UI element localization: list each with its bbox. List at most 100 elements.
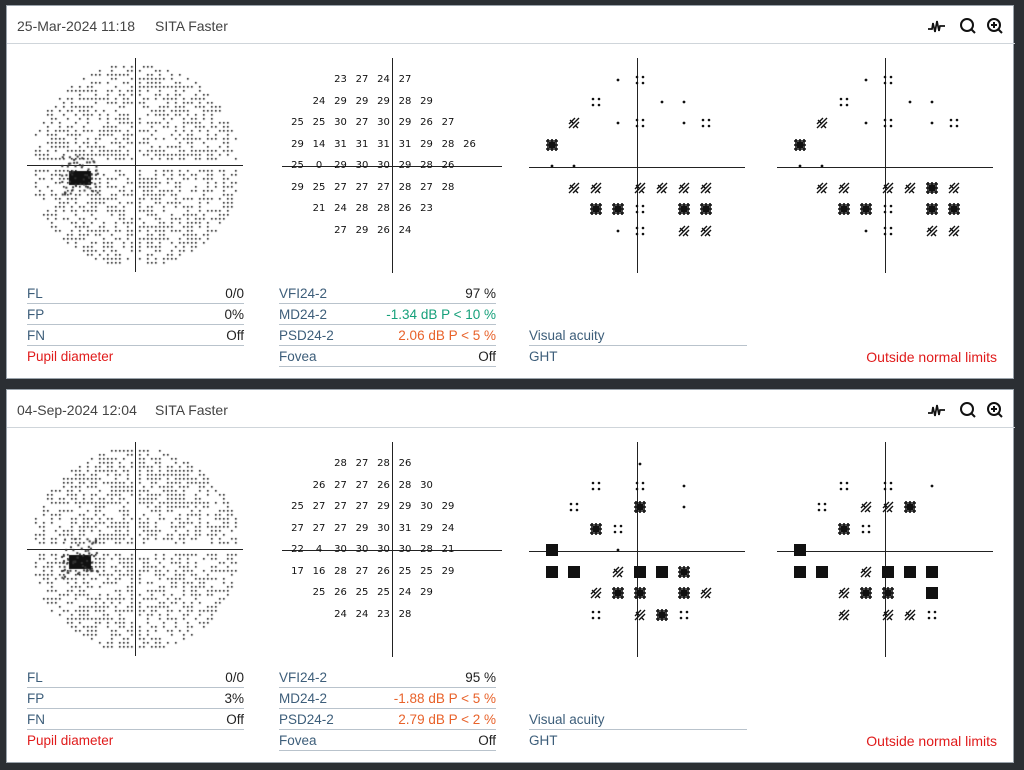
probability-symbol (677, 202, 691, 216)
pupil-row: Pupil diameter (27, 347, 244, 367)
probability-symbol (837, 181, 851, 195)
probability-symbol (633, 608, 647, 622)
threshold-value: 24 (398, 587, 412, 598)
probability-symbol (677, 608, 691, 622)
probability-symbol (567, 500, 581, 514)
horizontal-axis (529, 551, 745, 552)
threshold-value: 29 (291, 181, 304, 193)
threshold-value: 27 (398, 74, 412, 85)
probability-symbol (633, 479, 647, 493)
probability-symbol (677, 586, 691, 600)
vfi-row: VFI24-2 95 % (279, 668, 496, 688)
threshold-value: 23 (420, 203, 433, 214)
probability-symbol (677, 565, 691, 579)
threshold-value: 22 (291, 544, 304, 555)
wave-icon[interactable] (927, 400, 947, 420)
zoom-in-icon[interactable] (985, 400, 1005, 420)
probability-symbol (925, 608, 939, 622)
probability-symbol (815, 159, 829, 173)
grayscale-dots (27, 442, 243, 656)
zoom-in-icon[interactable] (985, 16, 1005, 36)
probability-symbol (859, 116, 873, 130)
fl-row: FL 0/0 (27, 668, 244, 688)
threshold-value: 29 (398, 160, 412, 171)
threshold-value: 31 (355, 138, 369, 150)
probability-symbol (947, 181, 961, 195)
probability-symbol (655, 565, 669, 579)
va-row: Visual acuity (529, 710, 747, 730)
threshold-value: 30 (377, 544, 390, 555)
md-label: MD24-2 (279, 691, 328, 706)
search-icon[interactable] (958, 400, 978, 420)
probability-symbol (677, 224, 691, 238)
threshold-value: 28 (441, 138, 455, 150)
threshold-value: 26 (441, 160, 455, 171)
test-strategy: SITA Faster (155, 402, 228, 418)
threshold-value: 27 (377, 181, 390, 193)
md-row: MD24-2 -1.34 dB P < 10 % (279, 305, 496, 325)
vfi-label: VFI24-2 (279, 670, 328, 685)
threshold-value: 24 (398, 224, 412, 236)
threshold-value: 26 (377, 224, 390, 236)
probability-symbol (881, 73, 895, 87)
threshold-value: 24 (355, 608, 369, 620)
probability-symbol (859, 202, 873, 216)
vfi-row: VFI24-2 97 % (279, 284, 496, 304)
vfi-label: VFI24-2 (279, 286, 328, 301)
horizontal-axis (529, 167, 745, 168)
threshold-value: 27 (334, 181, 347, 193)
fp-value: 3% (224, 691, 244, 706)
threshold-value: 30 (334, 117, 347, 128)
threshold-value: 30 (355, 160, 369, 171)
threshold-value: 28 (398, 95, 412, 107)
probability-symbol (699, 116, 713, 130)
vertical-axis (392, 58, 393, 273)
threshold-value: 29 (377, 95, 390, 107)
wave-icon[interactable] (927, 16, 947, 36)
fovea-label: Fovea (279, 349, 317, 364)
probability-symbol (925, 224, 939, 238)
psd-row: PSD24-2 2.79 dB P < 2 % (279, 710, 496, 730)
threshold-value: 29 (420, 522, 433, 534)
threshold-value: 29 (377, 501, 390, 512)
md-label: MD24-2 (279, 307, 328, 322)
threshold-value: 29 (398, 117, 412, 128)
horizontal-axis (777, 167, 993, 168)
probability-symbol (837, 95, 851, 109)
probability-symbol (947, 116, 961, 130)
search-icon[interactable] (958, 16, 978, 36)
threshold-value: 30 (355, 544, 369, 555)
threshold-value: 28 (441, 181, 455, 193)
probability-symbol (677, 116, 691, 130)
threshold-value: 14 (312, 138, 326, 150)
horizontal-axis (777, 551, 993, 552)
va-label: Visual acuity (529, 712, 605, 727)
threshold-value: 29 (291, 138, 304, 150)
threshold-value: 28 (377, 458, 390, 469)
psd-label: PSD24-2 (279, 328, 334, 343)
threshold-value: 24 (312, 95, 326, 107)
threshold-value: 24 (334, 608, 347, 620)
threshold-value: 28 (420, 160, 433, 171)
probability-symbol (589, 522, 603, 536)
ght-row: GHT (529, 347, 747, 367)
psd-value: 2.79 dB P < 2 % (398, 712, 496, 727)
probability-symbol (881, 479, 895, 493)
fn-value: Off (226, 712, 244, 727)
probability-symbol (859, 565, 873, 579)
threshold-value: 27 (334, 224, 347, 236)
probability-symbol (881, 608, 895, 622)
threshold-value: 29 (355, 95, 369, 107)
threshold-value: 26 (420, 117, 433, 128)
ght-result: Outside normal limits (866, 733, 997, 749)
probability-symbol (925, 181, 939, 195)
vfi-value: 95 % (465, 670, 496, 685)
probability-symbol (677, 181, 691, 195)
probability-symbol (837, 586, 851, 600)
threshold-value: 26 (334, 587, 347, 598)
pattern-deviation-plot (775, 58, 995, 278)
probability-symbol (589, 479, 603, 493)
threshold-value: 27 (291, 522, 304, 534)
md-value: -1.34 dB P < 10 % (386, 307, 496, 322)
psd-label: PSD24-2 (279, 712, 334, 727)
